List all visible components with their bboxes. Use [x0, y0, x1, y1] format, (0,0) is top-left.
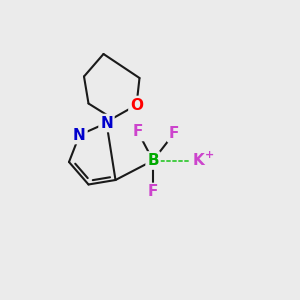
Text: O: O	[130, 98, 143, 112]
Text: F: F	[133, 124, 143, 140]
Text: N: N	[100, 116, 113, 130]
Text: N: N	[73, 128, 86, 142]
Text: F: F	[169, 126, 179, 141]
Text: +: +	[205, 150, 214, 160]
Text: F: F	[148, 184, 158, 200]
Text: K: K	[192, 153, 204, 168]
Text: B: B	[147, 153, 159, 168]
